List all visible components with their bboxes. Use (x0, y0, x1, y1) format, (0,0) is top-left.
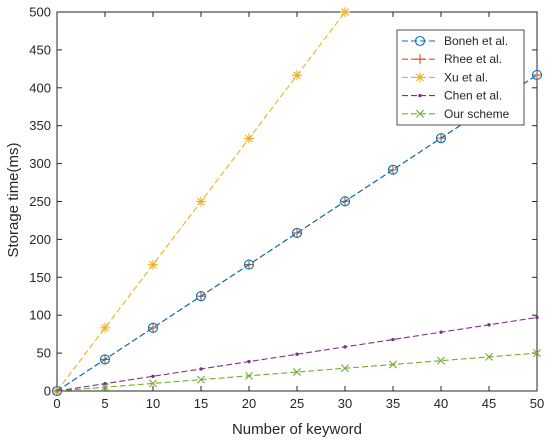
x-tick-label: 0 (53, 396, 60, 411)
data-point (199, 367, 203, 371)
data-point (148, 259, 158, 270)
data-point (388, 164, 398, 175)
y-tick-label: 200 (29, 232, 51, 247)
data-point (487, 323, 491, 327)
legend-marker (415, 72, 425, 83)
x-tick-label: 5 (101, 396, 108, 411)
legend-label: Xu et al. (444, 70, 488, 84)
data-point (532, 69, 542, 80)
x-tick-label: 10 (146, 396, 160, 411)
data-point (437, 356, 445, 365)
y-tick-label: 150 (29, 270, 51, 285)
series-line (56, 352, 538, 392)
data-point (533, 349, 541, 358)
data-point (339, 196, 351, 207)
y-tick-label: 300 (29, 156, 51, 171)
data-point (531, 69, 543, 80)
legend-marker (416, 109, 424, 118)
data-point (435, 133, 447, 144)
y-tick-label: 50 (37, 346, 51, 361)
data-point (389, 360, 397, 369)
data-point (99, 354, 111, 365)
y-tick-label: 500 (29, 5, 51, 20)
legend-item: Chen et al. (402, 89, 502, 103)
data-point (292, 70, 302, 81)
y-tick-label: 450 (29, 42, 51, 57)
data-point (391, 337, 395, 342)
x-tick-label: 45 (482, 396, 496, 411)
x-axis-label: Number of keyword (232, 421, 362, 438)
data-point (100, 322, 110, 333)
y-tick-label: 250 (29, 194, 51, 209)
legend-marker (415, 54, 425, 65)
data-point (439, 330, 443, 334)
legend-item: Xu et al. (402, 70, 488, 84)
data-point (341, 364, 349, 373)
data-point (243, 259, 255, 270)
legend-label: Chen et al. (444, 89, 502, 103)
data-point (148, 322, 158, 333)
legend-item: Rhee et al. (402, 52, 502, 66)
data-point (293, 368, 301, 377)
data-point (149, 379, 157, 388)
x-tick-label: 35 (386, 396, 400, 411)
y-axis: 0 50 100 150 200 250 300 350 400 450 500 (29, 5, 537, 399)
x-tick-label: 50 (530, 396, 544, 411)
y-tick-label: 0 (44, 384, 51, 399)
legend-item: Boneh et al. (402, 34, 508, 48)
data-point (247, 359, 251, 364)
series-line (56, 74, 538, 392)
y-tick-label: 100 (29, 308, 51, 323)
legend-item: Our scheme (402, 107, 510, 121)
data-point (485, 352, 493, 361)
legend-marker (418, 93, 422, 98)
data-point (197, 375, 205, 384)
x-tick-label: 30 (338, 396, 352, 411)
data-point (103, 381, 107, 386)
y-axis-label: Storage time(ms) (5, 142, 22, 257)
x-tick-label: 15 (194, 396, 208, 411)
legend: Boneh et al. Rhee et al. Xu et al. Chen et … (396, 29, 525, 126)
data-point (147, 322, 159, 333)
data-point (292, 227, 302, 238)
y-tick-label: 400 (29, 80, 51, 95)
data-point (387, 164, 399, 175)
data-point (343, 345, 347, 349)
data-point (151, 374, 155, 378)
data-point (291, 227, 303, 239)
x-axis: 0 5 10 15 20 25 30 35 40 45 50 (53, 12, 544, 411)
data-point (340, 7, 350, 18)
data-point (535, 315, 539, 320)
data-point (101, 383, 109, 392)
x-tick-label: 40 (434, 396, 448, 411)
data-point (244, 133, 254, 144)
x-tick-label: 20 (242, 396, 256, 411)
data-point (195, 291, 207, 302)
data-point (245, 371, 253, 380)
series-our-scheme (53, 349, 541, 395)
legend-marker (414, 35, 426, 47)
series-layer (51, 7, 543, 397)
y-tick-label: 350 (29, 118, 51, 133)
legend-label: Our scheme (444, 107, 510, 121)
legend-label: Rhee et al. (444, 52, 502, 66)
data-point (51, 385, 63, 397)
legend-label: Boneh et al. (444, 34, 508, 48)
data-point (196, 196, 206, 207)
data-point (295, 352, 299, 356)
x-tick-label: 25 (290, 396, 304, 411)
